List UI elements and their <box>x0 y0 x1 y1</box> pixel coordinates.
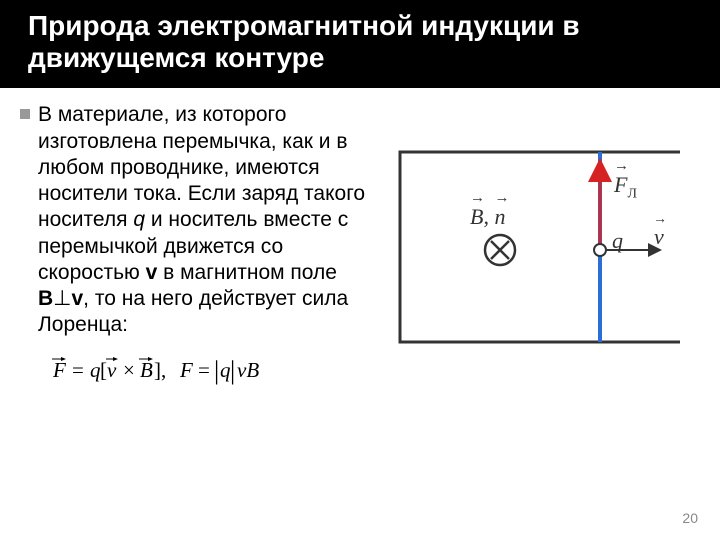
svg-text:[: [ <box>100 358 107 382</box>
q-label: q <box>612 228 623 254</box>
circuit-svg <box>390 132 690 362</box>
text-perp: ⊥ <box>53 287 71 310</box>
text-var-v2: v <box>71 287 83 310</box>
b-n-label: B→, n→ <box>470 204 505 230</box>
text-var-v: v <box>146 261 158 284</box>
formula-svg: F = q [ v × B ], F = | q <box>50 353 310 385</box>
charge-point <box>594 244 606 256</box>
bullet-item: В материале, из которого изготовлена пер… <box>20 102 370 338</box>
svg-text:×: × <box>123 358 135 382</box>
f-vec: F <box>52 358 66 382</box>
text-column: В материале, из которого изготовлена пер… <box>20 102 370 384</box>
svg-text:=: = <box>198 358 210 382</box>
text-seg: в магнитном поле <box>157 261 337 284</box>
rail-path <box>400 152 680 342</box>
title-bar: Природа электромагнитной индукции в движ… <box>0 0 720 88</box>
body-paragraph: В материале, из которого изготовлена пер… <box>38 102 370 338</box>
svg-text:|: | <box>214 356 219 385</box>
f-vB: vB <box>237 358 259 382</box>
text-seg: , то на него действует сила Лоренца: <box>38 287 348 336</box>
v-label: v→ <box>654 224 664 250</box>
circuit-diagram: B→, n→ F→Л q v→ <box>390 132 690 362</box>
diagram-column: B→, n→ F→Л q v→ <box>380 102 700 384</box>
content-area: В материале, из которого изготовлена пер… <box>0 88 720 384</box>
slide-title: Природа электромагнитной индукции в движ… <box>28 10 700 74</box>
slide: Природа электромагнитной индукции в движ… <box>0 0 720 540</box>
f-B: B <box>140 358 153 382</box>
bullet-icon <box>20 109 30 119</box>
text-var-q: q <box>133 208 145 231</box>
svg-text:],: ], <box>154 358 166 382</box>
f-F2: F <box>179 358 193 382</box>
text-var-B: B <box>38 287 53 310</box>
f-v: v <box>107 358 117 382</box>
force-label: F→Л <box>614 172 637 202</box>
formula: F = q [ v × B ], F = | q <box>50 353 370 385</box>
svg-text:=: = <box>72 358 84 382</box>
page-number: 20 <box>682 510 698 526</box>
svg-text:|: | <box>230 356 235 385</box>
